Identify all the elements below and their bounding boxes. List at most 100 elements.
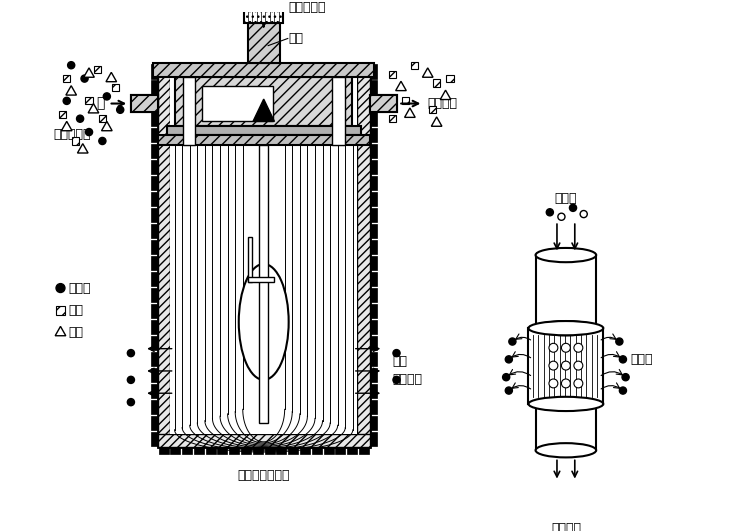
Bar xyxy=(369,80,377,95)
Bar xyxy=(153,63,374,77)
Bar xyxy=(369,368,377,382)
Bar xyxy=(300,447,310,454)
Bar xyxy=(369,112,377,126)
Bar xyxy=(369,288,377,302)
Bar xyxy=(536,404,596,450)
Bar xyxy=(369,256,377,270)
Bar xyxy=(248,237,252,282)
Circle shape xyxy=(549,344,558,352)
Text: 水蒸气: 水蒸气 xyxy=(630,353,653,366)
Text: 供水
蒸气透过: 供水 蒸气透过 xyxy=(392,355,422,387)
Circle shape xyxy=(616,338,623,345)
Polygon shape xyxy=(61,122,72,131)
Bar xyxy=(217,447,227,454)
Bar xyxy=(389,71,396,78)
Circle shape xyxy=(562,361,570,370)
Bar xyxy=(175,77,352,126)
Bar xyxy=(277,447,286,454)
Bar xyxy=(151,80,158,95)
Bar xyxy=(411,62,418,69)
Bar xyxy=(151,432,158,446)
Bar xyxy=(289,447,298,454)
Bar xyxy=(63,75,71,82)
Bar xyxy=(151,272,158,286)
Bar xyxy=(369,64,377,79)
Text: 露点显示器: 露点显示器 xyxy=(289,1,326,14)
Bar xyxy=(253,447,263,454)
Bar xyxy=(389,115,396,122)
Ellipse shape xyxy=(536,321,596,335)
Text: 干燥空气: 干燥空气 xyxy=(551,521,581,531)
Ellipse shape xyxy=(536,248,596,262)
Bar xyxy=(151,144,158,158)
Circle shape xyxy=(85,129,93,135)
Bar xyxy=(56,306,65,315)
Circle shape xyxy=(116,106,124,113)
Circle shape xyxy=(570,487,576,494)
Polygon shape xyxy=(396,81,406,91)
Text: 出: 出 xyxy=(383,97,392,110)
Bar xyxy=(369,192,377,206)
Bar xyxy=(229,447,239,454)
Bar xyxy=(369,320,377,334)
Bar xyxy=(369,416,377,430)
Circle shape xyxy=(506,356,512,363)
Text: 氧气: 氧气 xyxy=(68,304,83,317)
Bar xyxy=(151,112,158,126)
Bar xyxy=(72,138,79,144)
Bar xyxy=(202,85,272,122)
Circle shape xyxy=(127,349,135,357)
Circle shape xyxy=(565,504,572,512)
Bar xyxy=(428,106,436,113)
Circle shape xyxy=(549,361,558,370)
Bar xyxy=(183,77,195,145)
Polygon shape xyxy=(77,144,88,153)
Bar xyxy=(166,126,361,135)
Bar xyxy=(359,447,369,454)
Bar xyxy=(151,336,158,350)
Circle shape xyxy=(562,379,570,388)
Bar xyxy=(265,447,275,454)
Bar xyxy=(324,447,333,454)
Bar xyxy=(241,447,251,454)
Bar xyxy=(151,176,158,190)
Circle shape xyxy=(68,62,75,69)
Bar xyxy=(369,224,377,238)
Bar xyxy=(369,176,377,190)
Circle shape xyxy=(622,374,629,381)
Bar xyxy=(347,447,357,454)
Text: 湿空气: 湿空气 xyxy=(555,192,577,205)
Bar xyxy=(158,135,369,145)
Polygon shape xyxy=(431,117,442,126)
Bar xyxy=(59,110,66,118)
Bar xyxy=(369,304,377,318)
Bar xyxy=(151,368,158,382)
Bar xyxy=(85,97,93,105)
Bar xyxy=(369,208,377,222)
Bar xyxy=(369,352,377,366)
Polygon shape xyxy=(66,85,77,95)
Bar xyxy=(333,77,345,145)
Bar xyxy=(369,144,377,158)
Bar xyxy=(112,84,119,91)
Polygon shape xyxy=(382,99,393,108)
Bar xyxy=(151,416,158,430)
Bar xyxy=(131,95,158,113)
Polygon shape xyxy=(422,68,433,77)
Bar xyxy=(151,96,158,110)
Bar xyxy=(536,255,596,328)
Bar xyxy=(369,95,397,113)
Bar xyxy=(312,447,322,454)
Bar xyxy=(151,224,158,238)
Circle shape xyxy=(574,344,583,352)
Circle shape xyxy=(81,75,88,82)
Circle shape xyxy=(393,349,400,357)
Bar xyxy=(158,434,369,447)
Bar xyxy=(369,336,377,350)
Bar xyxy=(151,384,158,398)
Polygon shape xyxy=(440,90,451,99)
Ellipse shape xyxy=(528,321,604,335)
Circle shape xyxy=(562,344,570,352)
Bar xyxy=(369,95,397,113)
Bar xyxy=(228,145,300,385)
